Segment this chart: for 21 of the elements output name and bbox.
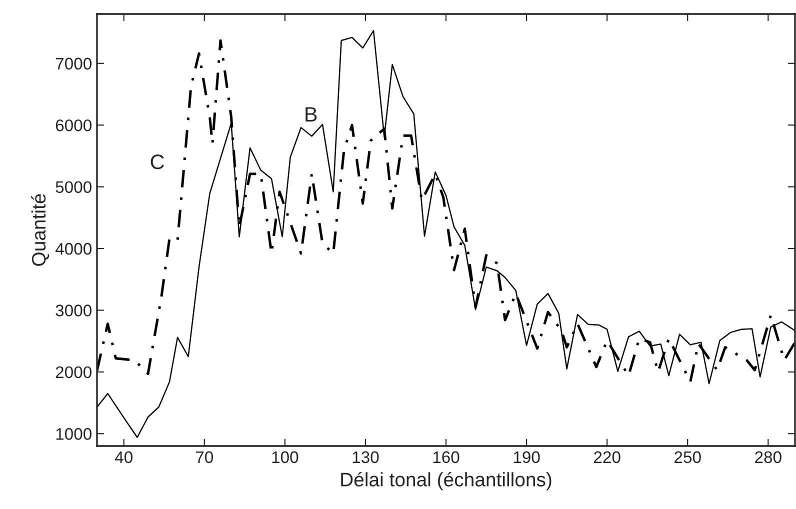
y-tick-label: 1000 bbox=[56, 428, 92, 440]
y-tick-label: 3000 bbox=[56, 304, 92, 316]
y-tick-label: 4000 bbox=[55, 242, 92, 255]
y-axis-title: Quantité bbox=[31, 194, 50, 266]
x-tick-label: 250 bbox=[674, 451, 701, 464]
x-tick-label: 70 bbox=[196, 451, 214, 464]
y-tick-label: 7000 bbox=[56, 58, 92, 70]
y-tick-label: 2000 bbox=[56, 366, 92, 378]
x-tick-label: 130 bbox=[352, 451, 379, 464]
x-tick-label: 220 bbox=[594, 451, 620, 464]
line-series bbox=[97, 30, 795, 438]
x-tick-label: 190 bbox=[514, 451, 540, 464]
y-tick-label: 6000 bbox=[56, 119, 92, 132]
x-tick-label: 280 bbox=[755, 451, 782, 464]
y-tick-label: 5000 bbox=[56, 181, 92, 194]
x-axis-title: Délai tonal (échantillons) bbox=[341, 472, 552, 490]
series-label: C bbox=[150, 154, 164, 170]
x-tick-label: 100 bbox=[272, 451, 298, 464]
x-tick-label: 160 bbox=[433, 451, 460, 464]
x-tick-label: 40 bbox=[114, 451, 132, 464]
series-label: B bbox=[306, 107, 317, 122]
